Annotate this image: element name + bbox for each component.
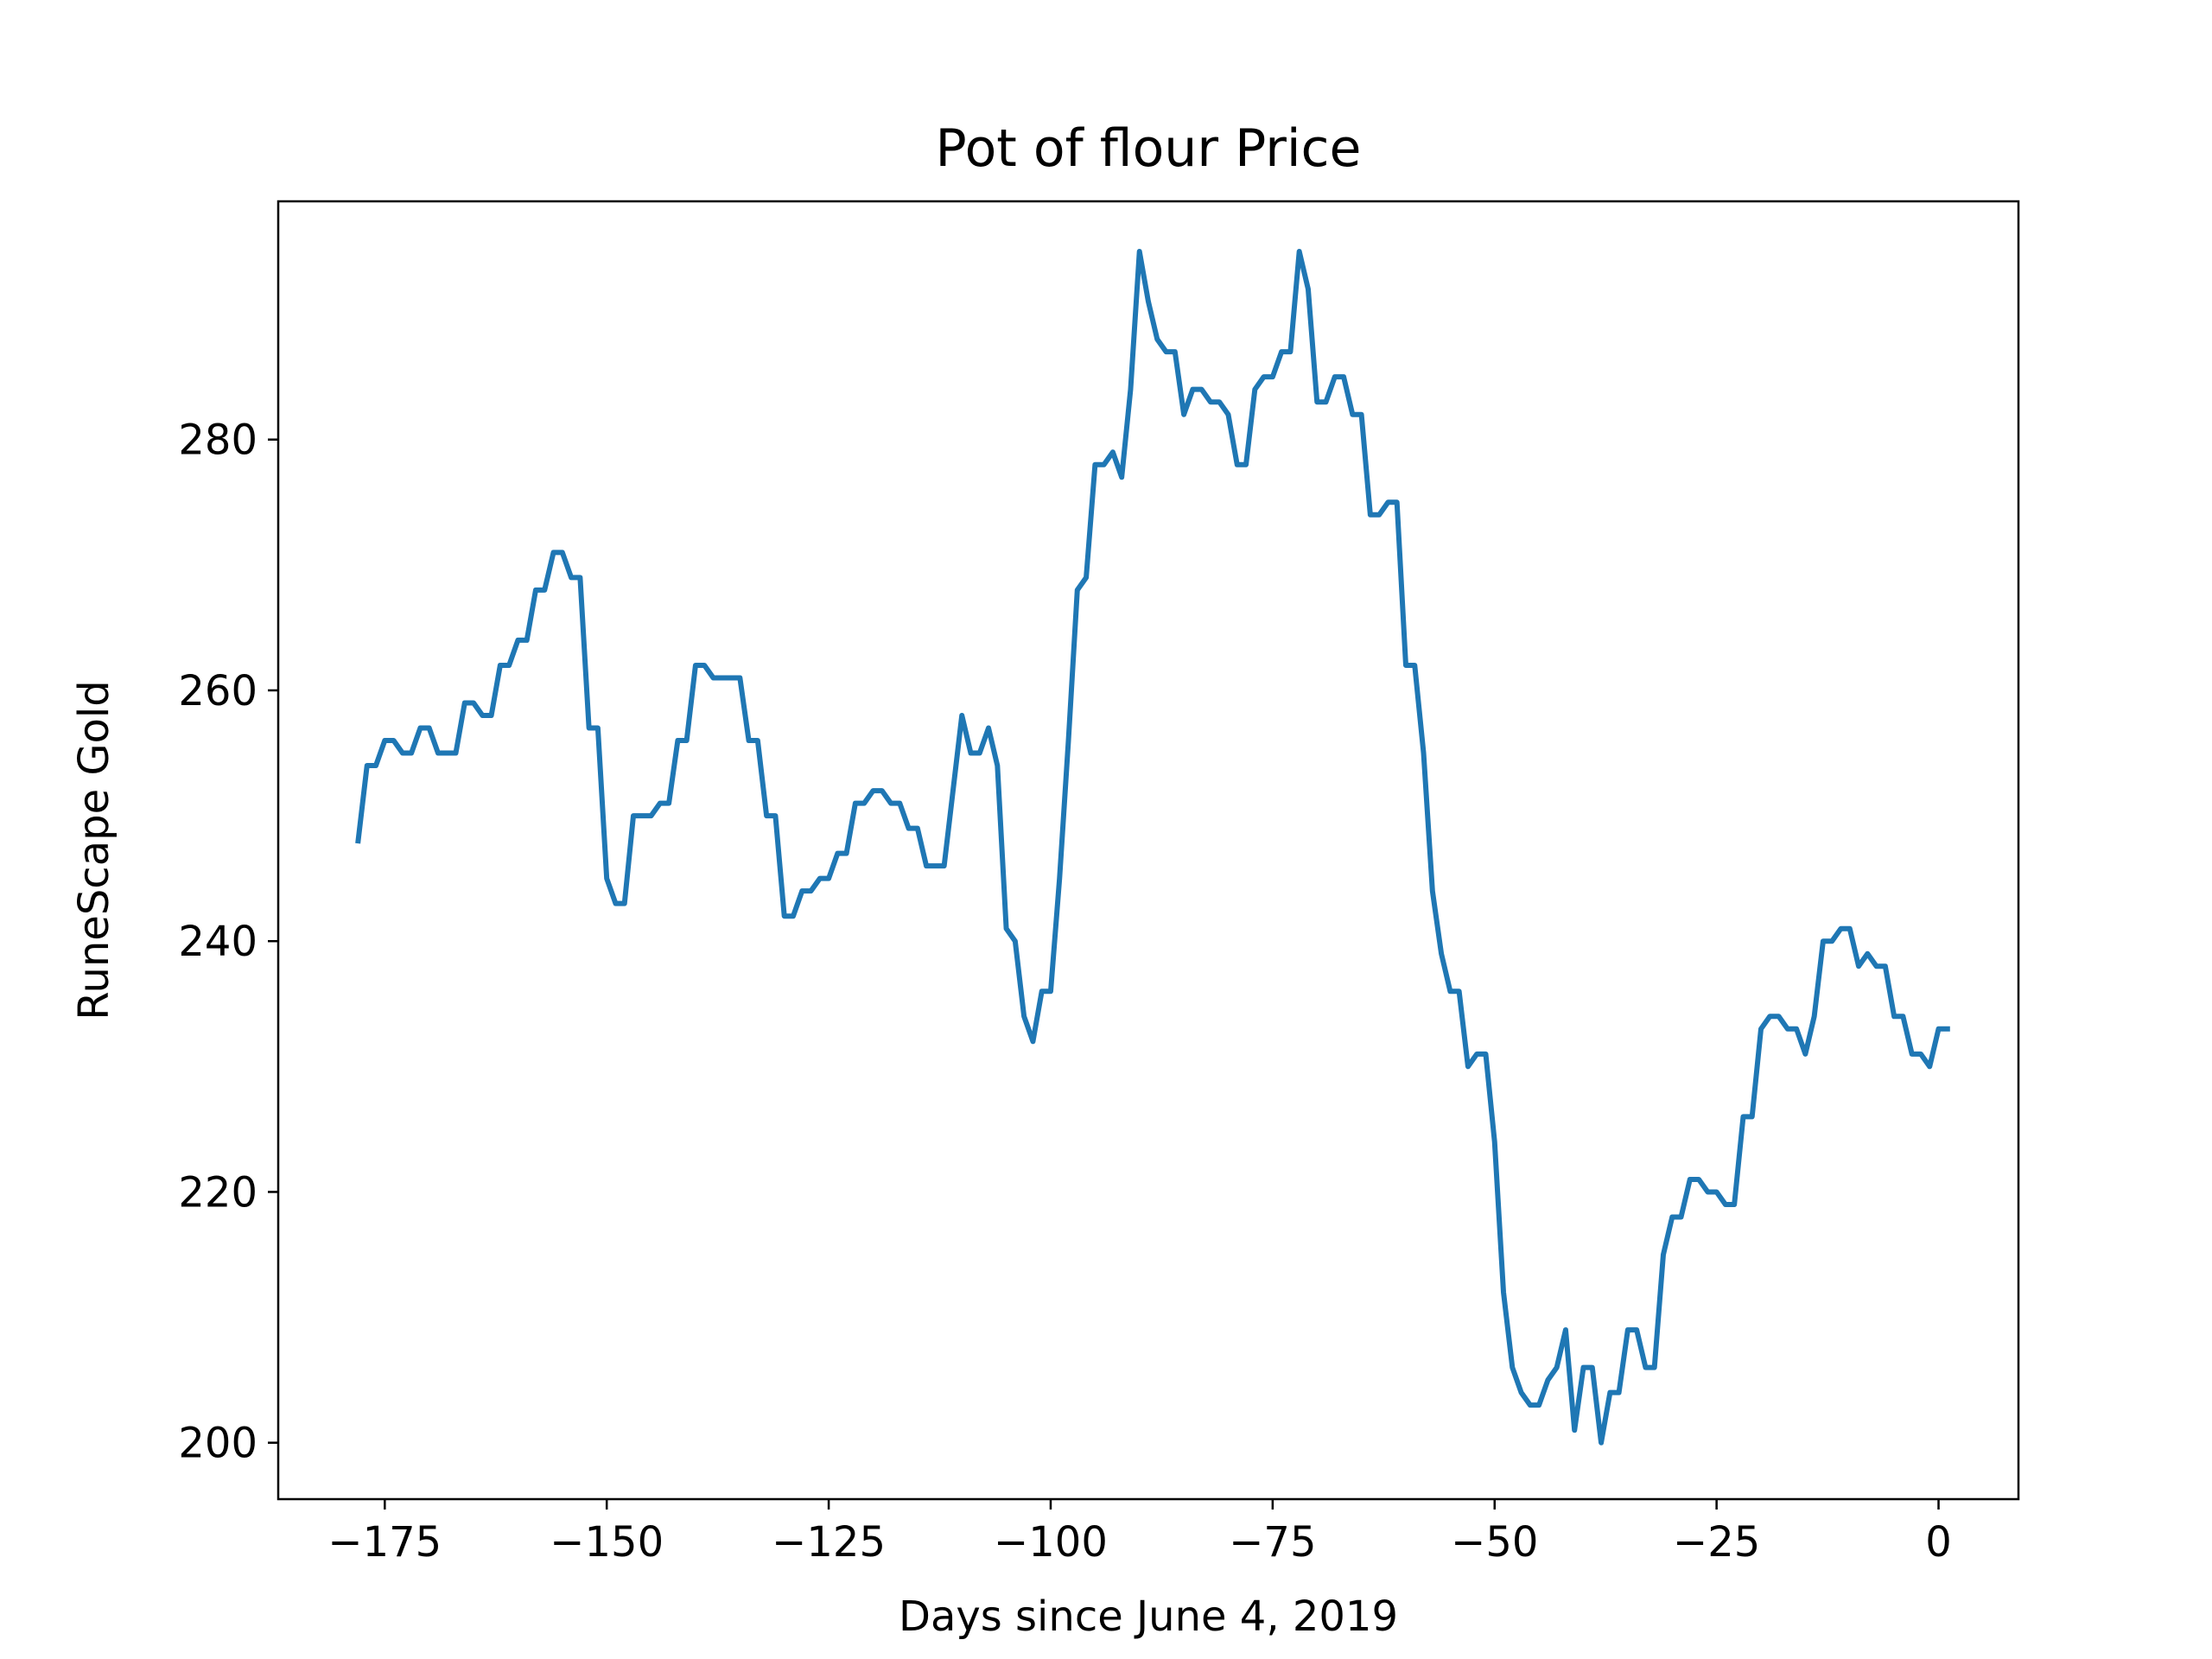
y-tick-label: 220 bbox=[178, 1168, 257, 1217]
y-tick-label: 260 bbox=[178, 667, 257, 715]
axes-frame bbox=[276, 200, 2020, 1501]
x-tick-label: −150 bbox=[550, 1518, 664, 1567]
price-series-line bbox=[355, 249, 1950, 1446]
x-tick-label: −50 bbox=[1451, 1518, 1538, 1567]
x-tick-label: −75 bbox=[1229, 1518, 1316, 1567]
x-tick-label: −125 bbox=[772, 1518, 886, 1567]
y-axis-label: RuneScape Gold bbox=[70, 680, 118, 1020]
plot-area bbox=[355, 249, 1950, 1446]
x-tick-label: −25 bbox=[1673, 1518, 1760, 1567]
y-tick-label: 240 bbox=[178, 918, 257, 966]
axis-ticks: −175 −150 −125 −100 −75 −50 −25 0 200 220 240 260 28… bbox=[178, 416, 1951, 1567]
x-axis-label: Days since June 4, 2019 bbox=[899, 1592, 1398, 1641]
x-tick-label: 0 bbox=[1925, 1518, 1952, 1567]
x-tick-label: −175 bbox=[327, 1518, 442, 1567]
x-tick-label: −100 bbox=[994, 1518, 1108, 1567]
y-tick-label: 280 bbox=[178, 416, 257, 465]
y-tick-label: 200 bbox=[178, 1420, 257, 1468]
chart-title: Pot of flour Price bbox=[936, 118, 1362, 179]
